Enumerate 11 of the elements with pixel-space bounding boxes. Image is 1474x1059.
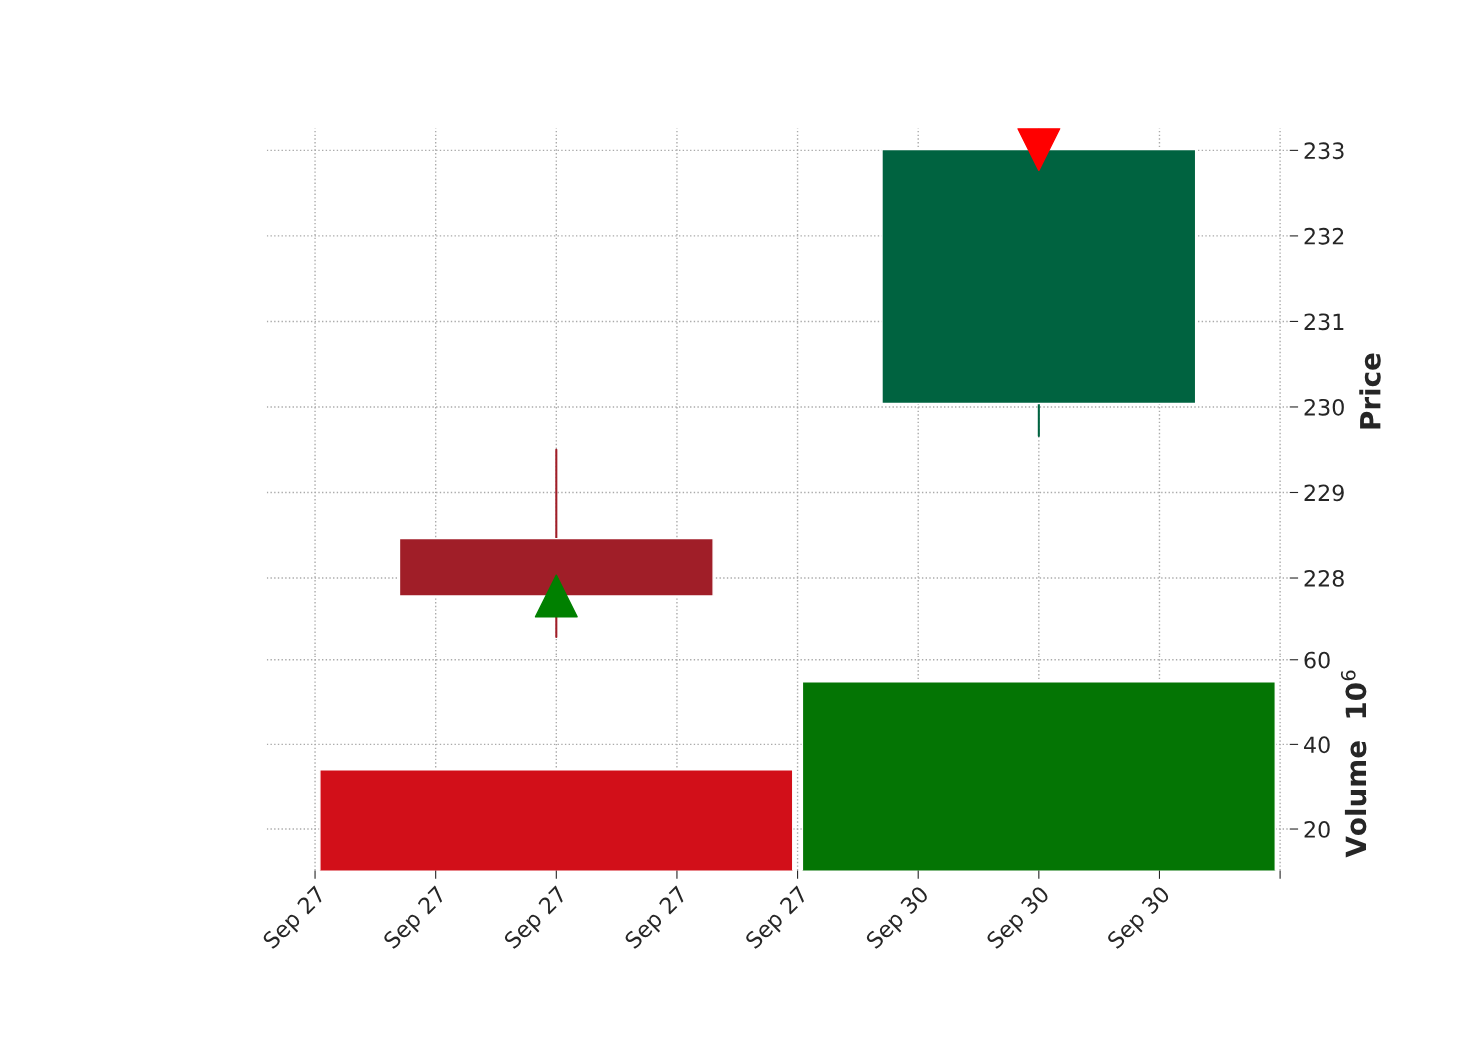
y-tick-label: 60 [1304,651,1330,669]
y-tick-label: 20 [1304,820,1330,838]
y-tick-label: 228 [1304,569,1344,587]
y-tick-label: 233 [1304,142,1344,160]
y-tick-label: 232 [1304,227,1344,245]
y-tick-label: 40 [1304,736,1330,754]
y-tick-label: 231 [1304,313,1344,331]
y-tick-label: 229 [1304,484,1344,502]
y-tick-label: 230 [1304,398,1344,416]
y-axis-title: Volume 10$^{6}$ [1340,670,1367,858]
y-axis-title: Price [1359,353,1381,429]
